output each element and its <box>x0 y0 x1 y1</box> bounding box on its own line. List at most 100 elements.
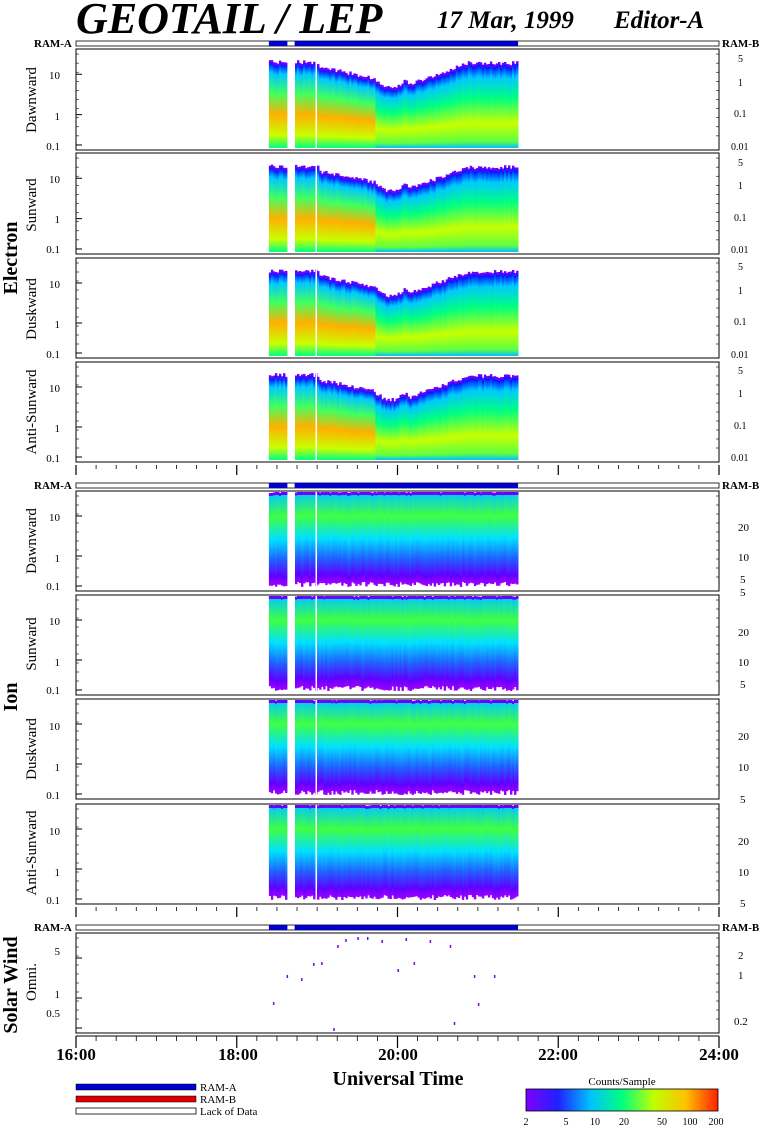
spectrogram-column <box>349 73 352 148</box>
spectrogram-edge <box>485 805 489 808</box>
right-tick-label: 10 <box>738 762 750 774</box>
left-tick-label: 1 <box>55 867 61 879</box>
spectrogram-column <box>498 64 501 148</box>
spectrogram-column <box>417 596 420 689</box>
spectrogram-column <box>463 598 467 690</box>
spectrogram-edge <box>407 596 410 599</box>
spectrogram-column <box>327 492 330 584</box>
spectrogram-edge <box>415 80 418 84</box>
spectrogram-column <box>514 65 517 148</box>
spectrogram-edge <box>323 275 326 279</box>
spectrogram-column <box>309 596 312 691</box>
spectrogram-column <box>303 700 306 793</box>
spectrogram-edge <box>496 596 499 600</box>
spectrogram-column <box>272 377 276 460</box>
spectrogram-edge <box>435 176 439 180</box>
spectrogram-column <box>365 286 368 356</box>
spectrogram-column <box>365 181 368 252</box>
spectrogram-edge <box>431 77 435 81</box>
spectrogram-edge <box>481 700 485 703</box>
spectrogram-column <box>477 63 481 148</box>
spectrogram-edge <box>337 385 340 389</box>
spectrogram-edge <box>431 388 435 392</box>
spectrogram-column <box>301 805 304 896</box>
spectrogram-column <box>353 283 356 356</box>
spectrogram-edge <box>413 805 416 808</box>
spectrogram-edge <box>463 377 467 381</box>
spectrogram-column <box>307 596 310 689</box>
spectrogram-edge <box>493 64 497 68</box>
spectrogram-column <box>268 806 272 896</box>
spectrogram-column <box>329 176 332 252</box>
spectrogram-edge <box>337 596 340 599</box>
spectrogram-column <box>498 274 501 356</box>
spectrogram-edge <box>283 167 286 171</box>
spectrogram-edge <box>297 700 300 703</box>
spectrogram-column <box>481 66 485 148</box>
spectrogram-edge <box>283 805 286 808</box>
spectrogram-column <box>369 702 372 792</box>
spectrogram-column <box>475 806 479 895</box>
spectrogram-edge <box>493 376 497 380</box>
spectrogram-edge <box>439 596 443 599</box>
spectrogram-column <box>500 66 503 148</box>
spectrogram-edge <box>471 375 475 379</box>
spectrogram-edge <box>333 68 336 72</box>
spectrogram-edge <box>299 271 302 274</box>
spectrogram-column <box>311 492 314 584</box>
right-tick-label: 5 <box>738 158 743 169</box>
spectrogram-column <box>479 700 483 792</box>
spectrogram-column <box>441 597 445 687</box>
x-tick-label: 16:00 <box>56 1045 96 1064</box>
spectrogram-edge <box>339 805 342 808</box>
spectrogram-column <box>377 397 380 460</box>
spectrogram-edge <box>399 294 402 298</box>
spectrogram-edge <box>475 492 479 495</box>
spectrogram-edge <box>347 176 350 180</box>
spectrogram-column <box>471 273 475 356</box>
spectrogram-edge <box>311 165 314 169</box>
spectrogram-column <box>347 700 350 793</box>
spectrogram-edge <box>349 283 352 287</box>
spectrogram-column <box>361 700 364 793</box>
spectrogram-edge <box>278 596 282 599</box>
spectrogram-edge <box>512 270 515 273</box>
spectrogram-edge <box>389 87 392 91</box>
spectrogram-column <box>309 700 312 793</box>
spectrogram-edge <box>465 596 469 599</box>
spectrogram-edge <box>375 492 378 496</box>
right-tick-label: 20 <box>738 627 750 639</box>
right-tick-label: 5 <box>740 794 746 806</box>
spectrogram-edge <box>423 182 426 186</box>
spectrogram-column <box>363 597 366 689</box>
spectrogram-column <box>319 597 322 690</box>
spectrogram-column <box>357 285 360 356</box>
spectrogram-column <box>487 492 491 584</box>
spectrogram-edge <box>455 277 459 281</box>
spectrogram-column <box>361 389 364 460</box>
spectrogram-column <box>335 175 338 252</box>
spectrogram-column <box>407 700 410 792</box>
spectrogram-edge <box>455 596 459 599</box>
spectrogram-column <box>461 596 465 688</box>
spectrogram-column <box>453 172 457 252</box>
spectrogram-edge <box>411 596 414 599</box>
spectrogram-column <box>339 71 342 148</box>
spectrogram-column <box>467 596 471 690</box>
spectrogram-edge <box>295 700 298 703</box>
spectrogram-column <box>443 700 447 793</box>
spectrogram-column <box>415 398 418 460</box>
spectrogram-column <box>377 596 380 689</box>
spectrogram-column <box>429 806 432 899</box>
spectrogram-column <box>373 596 376 690</box>
spectrogram-edge <box>311 596 314 600</box>
spectrogram-edge <box>321 700 324 703</box>
spectrogram-column <box>297 806 300 899</box>
spectrogram-column <box>504 596 507 689</box>
spectrogram-column <box>276 170 280 252</box>
spectrogram-column <box>445 597 449 687</box>
solar-wind-point <box>366 937 369 940</box>
spectrogram-edge <box>329 279 332 283</box>
spectrogram-column <box>498 492 501 586</box>
